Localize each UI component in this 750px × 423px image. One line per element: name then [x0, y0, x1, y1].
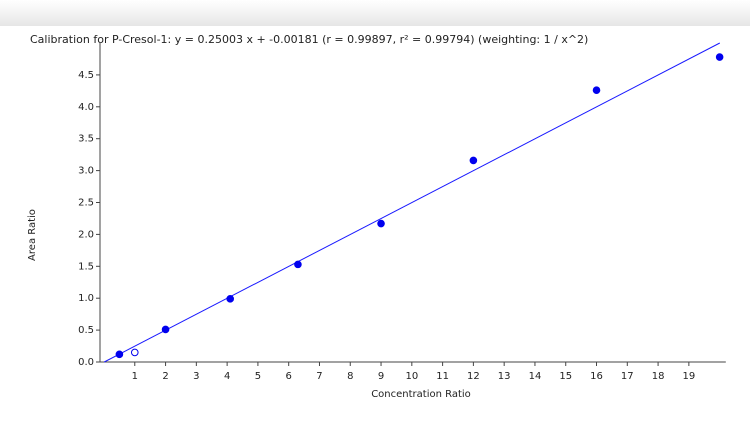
x-tick-label: 19 — [682, 371, 695, 382]
excluded-point — [130, 348, 139, 357]
y-tick-label: 0.5 — [78, 325, 94, 336]
point — [715, 53, 724, 61]
y-tick-label: 4.0 — [78, 102, 94, 113]
x-tick-label: 1 — [132, 371, 138, 382]
y-tick-label: 4.5 — [78, 70, 94, 81]
x-tick-label: 3 — [193, 371, 199, 382]
y-tick-label: 0.0 — [78, 357, 94, 368]
x-tick-label: 10 — [405, 371, 418, 382]
toolbar-strip — [0, 0, 750, 26]
point — [294, 260, 302, 269]
point — [226, 295, 235, 303]
point — [592, 86, 601, 95]
x-tick-label: 7 — [316, 371, 322, 382]
y-tick-label: 2.0 — [78, 229, 94, 240]
x-tick-label: 17 — [621, 371, 634, 382]
x-axis-label: Concentration Ratio — [371, 389, 471, 400]
point — [115, 350, 124, 359]
y-tick-label: 1.5 — [78, 261, 94, 272]
y-tick-label: 3.0 — [78, 166, 94, 177]
regression-line — [103, 42, 721, 363]
x-tick-label: 12 — [467, 371, 480, 382]
y-tick-label: 3.5 — [78, 134, 94, 145]
x-tick-label: 11 — [436, 371, 449, 382]
chart-title: Calibration for P-Cresol-1: y = 0.25003 … — [30, 33, 588, 46]
x-tick-label: 16 — [590, 371, 603, 382]
y-axis-label: Area Ratio — [27, 209, 38, 261]
x-tick-label: 2 — [162, 371, 168, 382]
point — [161, 325, 170, 334]
y-tick-label: 1.0 — [78, 293, 94, 304]
x-tick-label: 4 — [224, 371, 230, 382]
y-tick-label: 2.5 — [78, 198, 94, 209]
x-tick-label: 5 — [255, 371, 261, 382]
x-tick-label: 13 — [498, 371, 511, 382]
point — [469, 156, 478, 165]
x-tick-label: 6 — [286, 371, 292, 382]
point — [377, 219, 385, 228]
x-tick-label: 9 — [378, 371, 384, 382]
x-tick-label: 15 — [559, 371, 572, 382]
x-tick-label: 18 — [652, 371, 665, 382]
x-tick-label: 14 — [529, 371, 542, 382]
x-tick-label: 8 — [347, 371, 353, 382]
